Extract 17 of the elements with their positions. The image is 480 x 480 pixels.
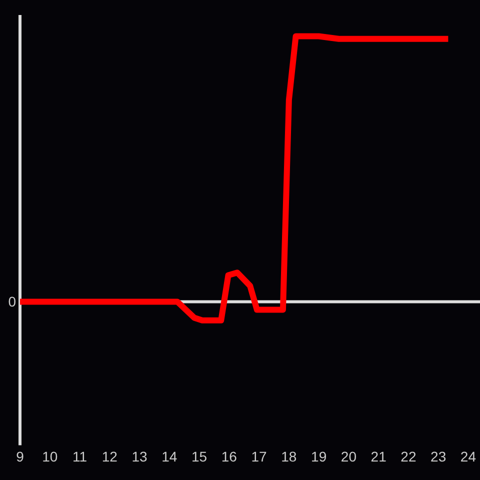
x-tick-label: 11 bbox=[72, 448, 88, 464]
ref-line-label: 0 bbox=[8, 294, 16, 310]
x-tick-label: 22 bbox=[400, 448, 416, 464]
x-tick-label: 13 bbox=[132, 448, 148, 464]
x-tick-label: 16 bbox=[221, 448, 238, 464]
x-tick-label: 17 bbox=[251, 448, 268, 464]
x-tick-label: 24 bbox=[460, 448, 476, 464]
x-tick-label: 18 bbox=[281, 448, 297, 464]
x-tick-label: 12 bbox=[102, 448, 118, 464]
x-tick-label: 19 bbox=[311, 448, 327, 464]
x-tick-label: 9 bbox=[16, 448, 24, 464]
x-tick-label: 15 bbox=[191, 448, 208, 464]
x-tick-label: 20 bbox=[340, 448, 357, 464]
x-tick-label: 14 bbox=[162, 448, 178, 464]
x-tick-label: 23 bbox=[430, 448, 446, 464]
x-tick-label: 10 bbox=[42, 448, 58, 464]
x-tick-label: 21 bbox=[370, 448, 387, 464]
